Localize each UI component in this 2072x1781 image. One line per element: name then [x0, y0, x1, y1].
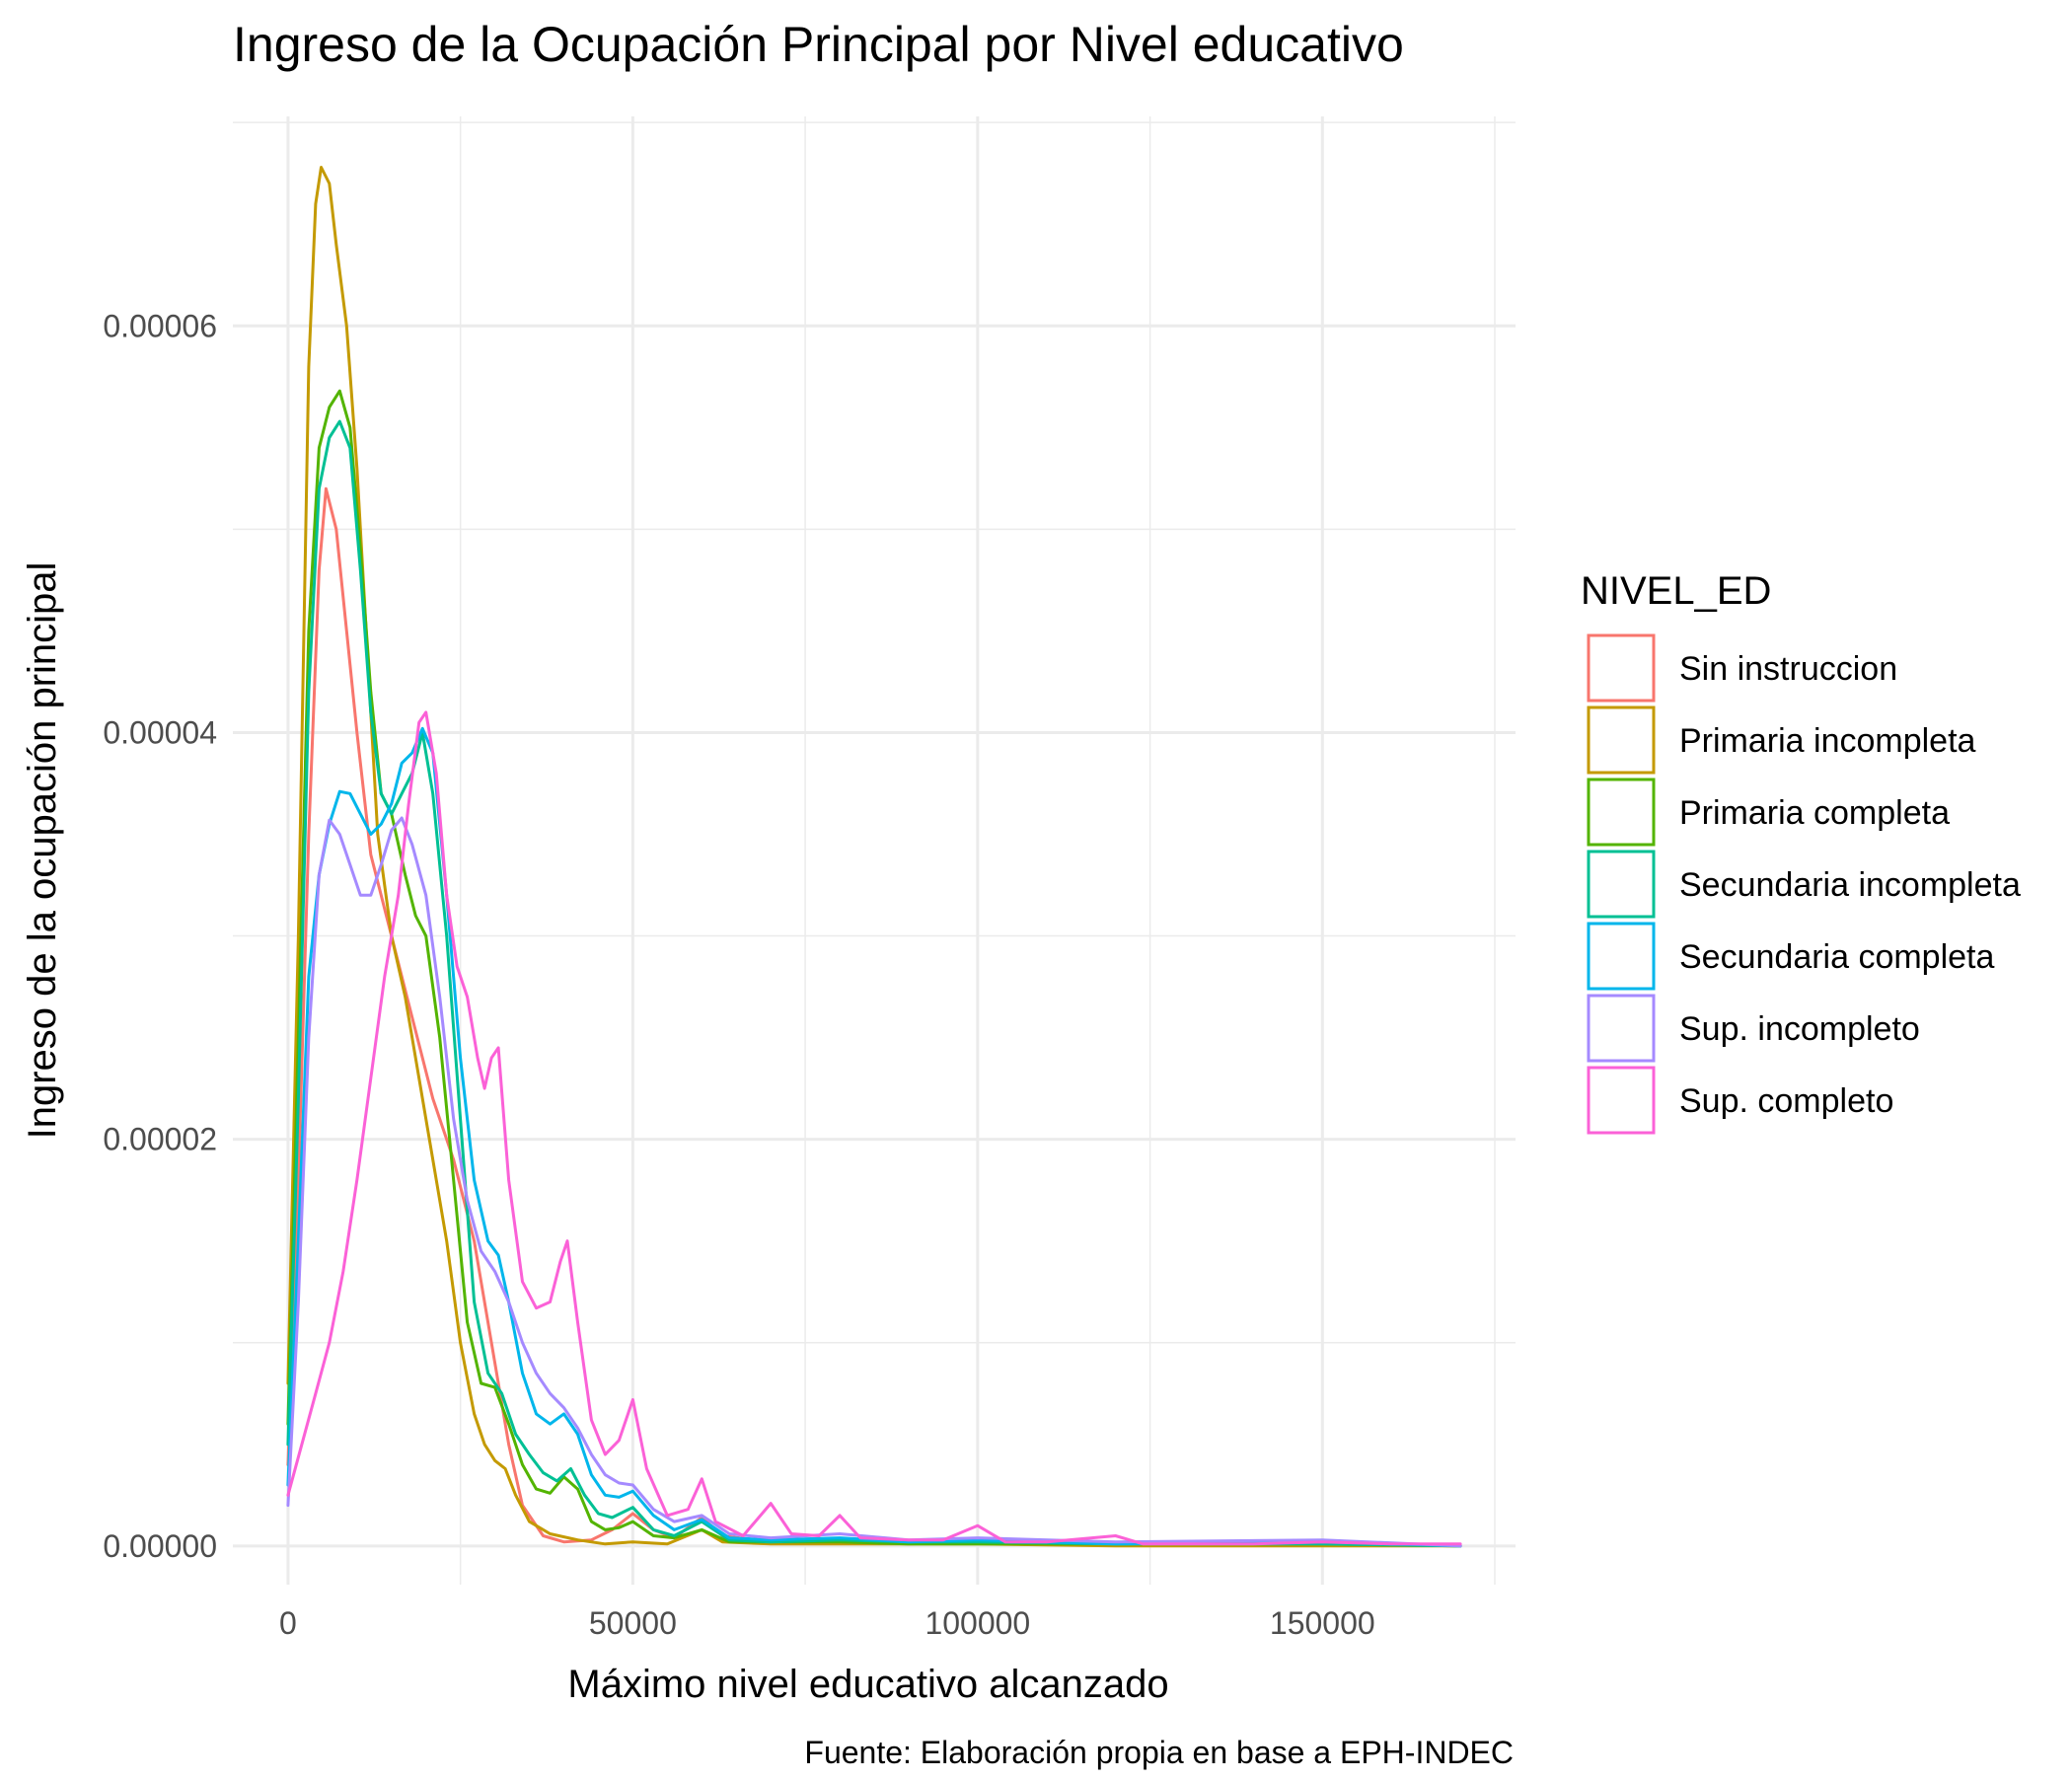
y-tick-label: 0.00002	[103, 1122, 217, 1157]
series-line-7	[286, 710, 1462, 1546]
legend-label-3: Primaria completa	[1679, 794, 1950, 832]
y-tick-label: 0.00004	[103, 714, 217, 750]
legend-items: Sin instruccion Primaria incompleta Primar…	[1587, 633, 2021, 1135]
legend-key-6	[1587, 994, 1656, 1063]
legend-label-1: Sin instruccion	[1679, 650, 1897, 688]
x-tick-label: 0	[279, 1605, 297, 1641]
chart-title: Ingreso de la Ocupación Principal por Ni…	[233, 17, 1404, 72]
legend-key-7	[1587, 1066, 1656, 1135]
legend-label-2: Primaria incompleta	[1679, 722, 1976, 760]
legend-key-4	[1587, 850, 1656, 919]
legend: NIVEL_ED Sin instruccion Primaria incompl…	[1581, 569, 2021, 1135]
y-tick-label: 0.00006	[103, 308, 217, 343]
legend-key-3	[1587, 778, 1656, 847]
legend-key-5	[1587, 922, 1656, 991]
series-layer	[286, 166, 1462, 1548]
series-line-4	[286, 419, 1462, 1548]
series-line-6	[286, 816, 1462, 1548]
chart-caption: Fuente: Elaboración propia en base a EPH…	[804, 1735, 1514, 1770]
x-axis-label: Máximo nivel educativo alcanzado	[567, 1663, 1168, 1706]
legend-label-5: Secundaria completa	[1679, 938, 1995, 976]
legend-key-1	[1587, 633, 1656, 703]
legend-title: NIVEL_ED	[1581, 569, 1771, 613]
legend-key-2	[1587, 705, 1656, 775]
axis-layer: 0 50000 100000 150000 0.00000 0.00002 0.00004 0…	[103, 308, 1374, 1641]
x-tick-label: 50000	[589, 1605, 677, 1641]
y-axis-label: Ingreso de la ocupación principal	[21, 562, 64, 1140]
legend-label-6: Sup. incompleto	[1679, 1010, 1920, 1048]
y-tick-label: 0.00000	[103, 1528, 217, 1564]
x-tick-label: 100000	[925, 1605, 1030, 1641]
legend-label-4: Secundaria incompleta	[1679, 866, 2021, 904]
x-tick-label: 150000	[1270, 1605, 1375, 1641]
legend-label-7: Sup. completo	[1679, 1082, 1893, 1120]
grid-layer	[233, 116, 1516, 1585]
